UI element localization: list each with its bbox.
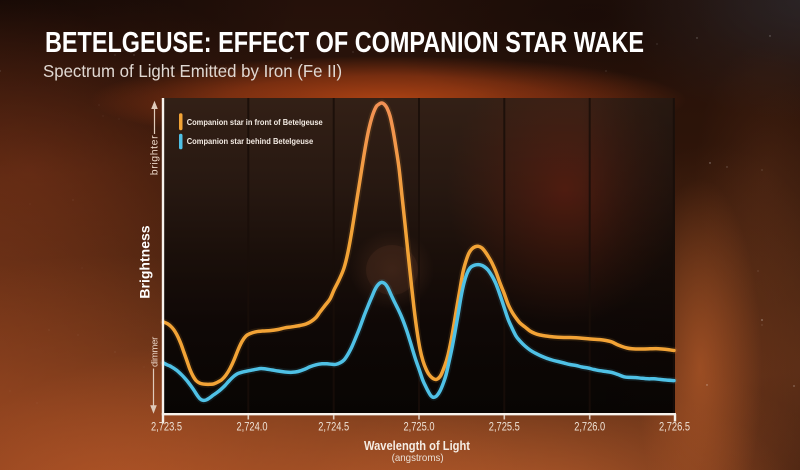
svg-text:Wavelength of Light: Wavelength of Light xyxy=(364,439,471,453)
svg-text:brighter: brighter xyxy=(149,135,161,175)
svg-text:Companion star in front of Bet: Companion star in front of Betelgeuse xyxy=(187,118,324,127)
svg-text:2,725.5: 2,725.5 xyxy=(489,419,520,433)
svg-text:2,724.5: 2,724.5 xyxy=(318,419,349,433)
svg-text:2,726.0: 2,726.0 xyxy=(574,419,605,433)
svg-text:Brightness: Brightness xyxy=(137,225,153,298)
svg-text:(angstroms): (angstroms) xyxy=(392,452,444,464)
svg-text:2,725.0: 2,725.0 xyxy=(404,419,435,433)
svg-text:2,723.5: 2,723.5 xyxy=(151,419,182,433)
svg-text:Companion star behind Betelgeu: Companion star behind Betelgeuse xyxy=(187,137,314,146)
svg-text:2,726.5: 2,726.5 xyxy=(659,419,690,433)
svg-text:dimmer: dimmer xyxy=(150,337,161,367)
svg-text:2,724.0: 2,724.0 xyxy=(237,419,268,433)
